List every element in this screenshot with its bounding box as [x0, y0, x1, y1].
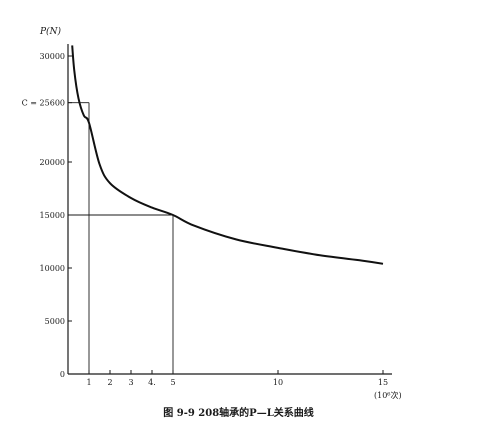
reference-lines: [68, 102, 174, 374]
series-curve: [71, 45, 384, 265]
y-axis-label: P(N): [39, 26, 61, 37]
y-axis-ticks: 0 5000 10000 15000 20000 C = 25600 30000: [22, 52, 72, 379]
y-tick-label: 0: [60, 370, 65, 379]
series-line: [71, 45, 384, 265]
x-tick-label: 2: [107, 378, 112, 387]
x-tick-label: 3: [128, 378, 133, 387]
x-tick-label: 15: [378, 378, 388, 387]
x-tick-label: 4.: [148, 378, 156, 387]
y-tick-label: C = 25600: [22, 99, 65, 108]
figure-caption: 图 9-9 208轴承的P—L关系曲线: [163, 408, 314, 419]
y-tick-label: 5000: [45, 317, 65, 326]
y-tick-label: 20000: [40, 158, 65, 167]
y-tick-label: 15000: [40, 211, 65, 220]
x-axis-ticks: 1 2 3 4. 5 10 15: [86, 370, 388, 387]
chart-axes: [67, 44, 392, 375]
y-tick-label: 30000: [40, 52, 65, 61]
x-tick-label: 10: [273, 378, 283, 387]
x-tick-label: 1: [86, 378, 91, 387]
x-axis-label: (10⁶次): [374, 390, 402, 400]
y-tick-label: 10000: [40, 264, 65, 273]
x-tick-label: 5: [170, 378, 175, 387]
